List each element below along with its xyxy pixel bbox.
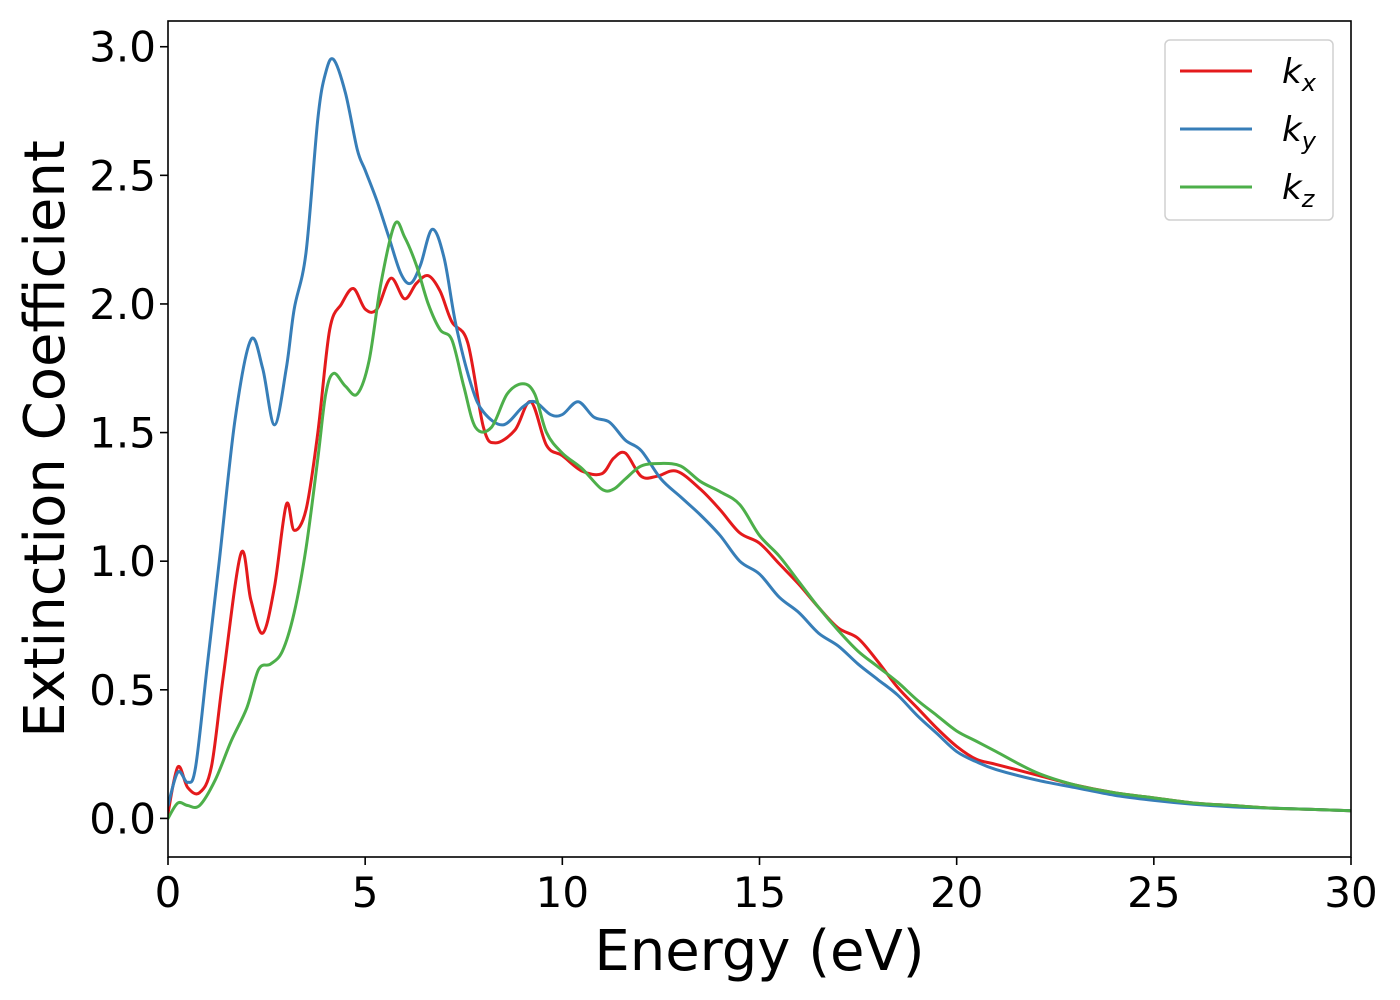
series-line-ky [168,57,1351,813]
y-axis: 0.0 0.5 1.0 1.5 2.0 2.5 3.0 [89,23,168,843]
x-tick-label: 30 [1324,868,1377,917]
x-tick-label: 0 [155,868,182,917]
y-tick-label: 0.0 [89,794,156,843]
x-tick-label: 15 [733,868,786,917]
x-tick-label: 25 [1127,868,1180,917]
y-tick-label: 3.0 [89,23,156,72]
x-tick-label: 10 [536,868,589,917]
y-tick-label: 1.5 [89,409,156,458]
legend-label-kz: kz [1282,168,1316,213]
legend-label-ky: ky [1282,110,1317,155]
plot-area [168,21,1351,857]
series-layer [168,57,1351,820]
y-axis-label: Extinction Coefficient [13,140,78,738]
y-tick-label: 0.5 [89,666,156,715]
legend: kx ky kz [1164,39,1334,221]
legend-label-kx: kx [1282,52,1317,97]
y-tick-label: 1.0 [89,537,156,586]
x-axis: 0 5 10 15 20 25 30 [155,857,1378,917]
x-axis-label: Energy (eV) [594,919,924,984]
x-tick-label: 20 [930,868,983,917]
y-tick-label: 2.0 [89,280,156,329]
x-tick-label: 5 [352,868,379,917]
series-line-kz [168,220,1351,820]
y-tick-label: 2.5 [89,151,156,200]
series-line-kx [168,273,1351,815]
